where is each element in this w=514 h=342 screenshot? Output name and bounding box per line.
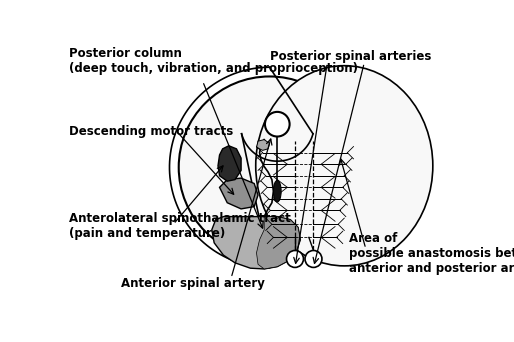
Text: Posterior column
(deep touch, vibration, and proprioception): Posterior column (deep touch, vibration,… xyxy=(69,47,358,75)
Circle shape xyxy=(286,250,303,267)
Text: Descending motor tracts: Descending motor tracts xyxy=(69,126,234,139)
Ellipse shape xyxy=(256,66,433,266)
Polygon shape xyxy=(219,178,258,209)
Text: Anterolateral spinothalamic tract
(pain and temperature): Anterolateral spinothalamic tract (pain … xyxy=(69,212,291,240)
Polygon shape xyxy=(256,140,269,150)
Circle shape xyxy=(265,112,289,136)
Text: Area of
possible anastomosis between
anterior and posterior arteries: Area of possible anastomosis between ant… xyxy=(349,232,514,275)
Text: Anterior spinal artery: Anterior spinal artery xyxy=(121,277,265,290)
Ellipse shape xyxy=(273,181,281,202)
Circle shape xyxy=(179,77,360,258)
Text: Posterior spinal arteries: Posterior spinal arteries xyxy=(270,50,431,63)
Polygon shape xyxy=(218,146,241,181)
Polygon shape xyxy=(212,216,300,269)
Polygon shape xyxy=(256,216,300,269)
Circle shape xyxy=(305,250,322,267)
